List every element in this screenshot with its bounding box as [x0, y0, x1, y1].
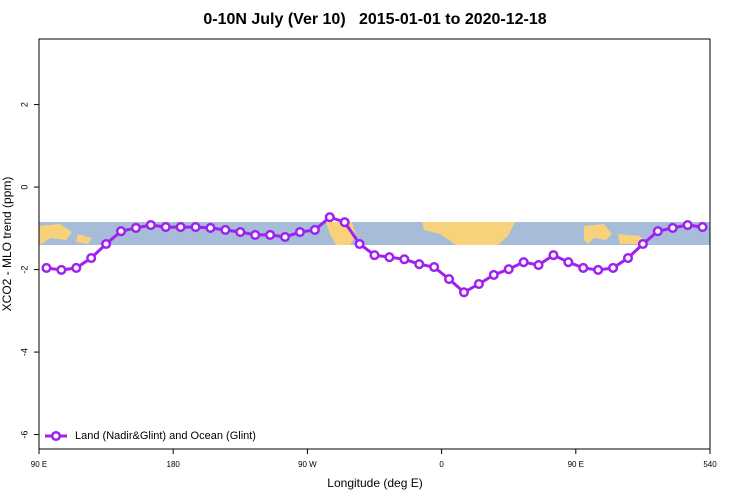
data-point — [160, 222, 171, 233]
data-point — [205, 222, 216, 233]
data-point — [71, 262, 82, 273]
data-point — [294, 226, 305, 238]
data-point — [458, 287, 470, 298]
y-tick-label: -4 — [19, 348, 29, 356]
data-point — [548, 250, 559, 261]
x-tick-label: 540 — [703, 460, 717, 469]
plot-frame — [38, 38, 711, 450]
y-axis-label: XCO2 - MLO trend (ppm) — [0, 177, 14, 312]
data-point — [399, 254, 410, 265]
data-point — [473, 278, 484, 290]
y-tick-label: 0 — [19, 185, 29, 190]
data-point — [250, 229, 261, 240]
data-point — [667, 222, 678, 233]
data-point — [309, 224, 320, 236]
y-tick-label: 2 — [19, 102, 29, 107]
data-point — [339, 217, 350, 228]
data-point — [86, 252, 97, 264]
data-point — [384, 252, 395, 263]
data-point — [563, 257, 574, 268]
data-point — [444, 274, 455, 285]
data-point — [41, 262, 52, 273]
data-point — [56, 264, 67, 276]
y-tick-label: -2 — [19, 266, 29, 274]
data-point — [324, 212, 335, 223]
x-axis-label: Longitude (deg E) — [327, 476, 422, 490]
data-point — [265, 229, 276, 240]
data-point — [220, 224, 231, 236]
data-point — [578, 262, 589, 273]
data-point — [697, 222, 708, 233]
data-point — [533, 259, 544, 271]
data-point — [175, 222, 186, 233]
data-point — [190, 222, 201, 233]
data-point — [608, 262, 619, 273]
data-point — [235, 226, 246, 238]
y-tick-label: -6 — [19, 431, 29, 439]
legend-label: Land (Nadir&Glint) and Ocean (Glint) — [75, 430, 256, 442]
data-point — [145, 219, 156, 231]
data-point — [652, 226, 663, 237]
x-tick-label: 180 — [167, 460, 181, 469]
chart-title: 0-10N July (Ver 10) 2015-01-01 to 2020-1… — [203, 11, 546, 28]
data-point — [101, 238, 112, 250]
data-point — [488, 269, 499, 280]
data-point — [130, 222, 141, 233]
data-point — [593, 264, 604, 276]
data-point — [369, 250, 380, 261]
data-point — [637, 238, 648, 250]
x-tick-label: 90 E — [568, 460, 584, 469]
data-point — [518, 257, 529, 268]
data-point — [622, 252, 634, 264]
x-tick-label: 0 — [439, 460, 444, 469]
data-point — [115, 226, 127, 237]
data-point — [682, 219, 693, 231]
data-point — [354, 238, 365, 250]
data-point — [429, 262, 440, 273]
legend-marker — [50, 430, 62, 442]
data-point — [503, 264, 514, 275]
x-tick-label: 90 W — [298, 460, 317, 469]
x-tick-label: 90 E — [31, 460, 47, 469]
data-point — [414, 259, 425, 270]
data-point — [279, 231, 291, 243]
